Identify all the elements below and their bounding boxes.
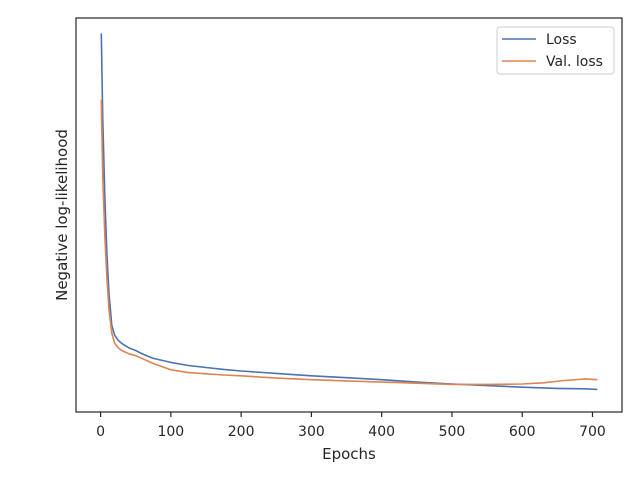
legend-label-loss: Loss <box>546 32 577 48</box>
series-line-val-loss <box>100 99 598 386</box>
series-layer <box>100 33 598 391</box>
y-axis-label: Negative log-likelihood <box>53 129 71 301</box>
x-tick-label: 700 <box>579 424 606 440</box>
legend-label-val-loss: Val. loss <box>546 54 603 70</box>
plot-frame <box>75 17 623 413</box>
x-axis-ticks: 0 100 200 300 400 500 600 700 <box>96 412 606 440</box>
x-tick-label: 300 <box>298 424 325 440</box>
x-tick-label: 400 <box>368 424 395 440</box>
x-tick-label: 100 <box>157 424 184 440</box>
x-tick-label: 0 <box>96 424 105 440</box>
x-axis-label: Epochs <box>322 445 376 463</box>
legend: Loss Val. loss <box>496 26 615 75</box>
x-tick-label: 200 <box>228 424 255 440</box>
x-tick-label: 600 <box>509 424 536 440</box>
x-tick-label: 500 <box>439 424 466 440</box>
